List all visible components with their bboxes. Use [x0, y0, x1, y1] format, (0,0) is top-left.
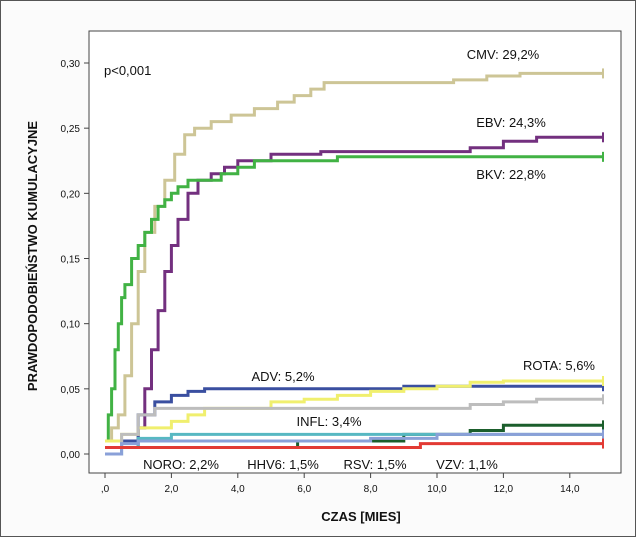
- series-label-rsv: RSV: 1,5%: [343, 457, 407, 472]
- series-label-rota: ROTA: 5,6%: [523, 358, 595, 373]
- y-tick-label: 0,05: [61, 385, 81, 396]
- y-tick-label: 0,25: [61, 124, 81, 135]
- series-label-vzv: VZV: 1,1%: [436, 457, 498, 472]
- series-label-bkv: BKV: 22,8%: [476, 167, 546, 182]
- series-line-vzv: [105, 442, 603, 449]
- x-tick-label: 2,0: [164, 484, 178, 495]
- plot-area: [88, 30, 622, 474]
- series-line-rsv: [105, 432, 603, 456]
- p-value-annotation: p<0,001: [104, 63, 151, 78]
- series-label-adv: ADV: 5,2%: [251, 369, 315, 384]
- y-tick-label: 0,10: [61, 320, 81, 331]
- x-tick-label: 12,0: [494, 484, 514, 495]
- x-axis-title: CZAS [MIES]: [321, 509, 400, 524]
- series-label-hhv6: HHV6: 1,5%: [247, 457, 319, 472]
- series-label-cmv: CMV: 29,2%: [467, 47, 540, 62]
- series-line-bkv: [105, 155, 603, 443]
- series-label-ebv: EBV: 24,3%: [476, 115, 546, 130]
- series-line-infl: [105, 397, 603, 449]
- x-tick-label: 4,0: [231, 484, 245, 495]
- y-tick-label: 0,15: [61, 255, 81, 266]
- x-tick-label: 14,0: [560, 484, 580, 495]
- series-label-noro: NORO: 2,2%: [143, 457, 219, 472]
- y-tick-label: 0,00: [61, 450, 81, 461]
- y-axis-ticks: 0,00 0,05 0,10 0,15 0,20 0,25 0,30: [61, 59, 89, 461]
- x-tick-label: 8,0: [364, 484, 378, 495]
- y-axis-title: PRAWDOPODOBIEŃSTWO KUMULACYJNE: [25, 121, 40, 391]
- series-lines: [105, 68, 604, 456]
- series-line-ebv: [105, 135, 603, 449]
- series-line-rota: [105, 379, 603, 443]
- series-labels: CMV: 29,2% EBV: 24,3% BKV: 22,8% ADV: 5,2% R…: [143, 47, 595, 472]
- x-tick-label: 10,0: [427, 484, 447, 495]
- series-line-cmv: [105, 71, 603, 443]
- y-tick-label: 0,20: [61, 189, 81, 200]
- y-tick-label: 0,30: [61, 59, 81, 70]
- x-axis-ticks: ,0 2,0 4,0 6,0 8,0 10,0 12,0 14,0: [101, 473, 580, 495]
- series-label-infl: INFL: 3,4%: [296, 414, 361, 429]
- x-tick-label: ,0: [101, 484, 110, 495]
- x-tick-label: 6,0: [297, 484, 311, 495]
